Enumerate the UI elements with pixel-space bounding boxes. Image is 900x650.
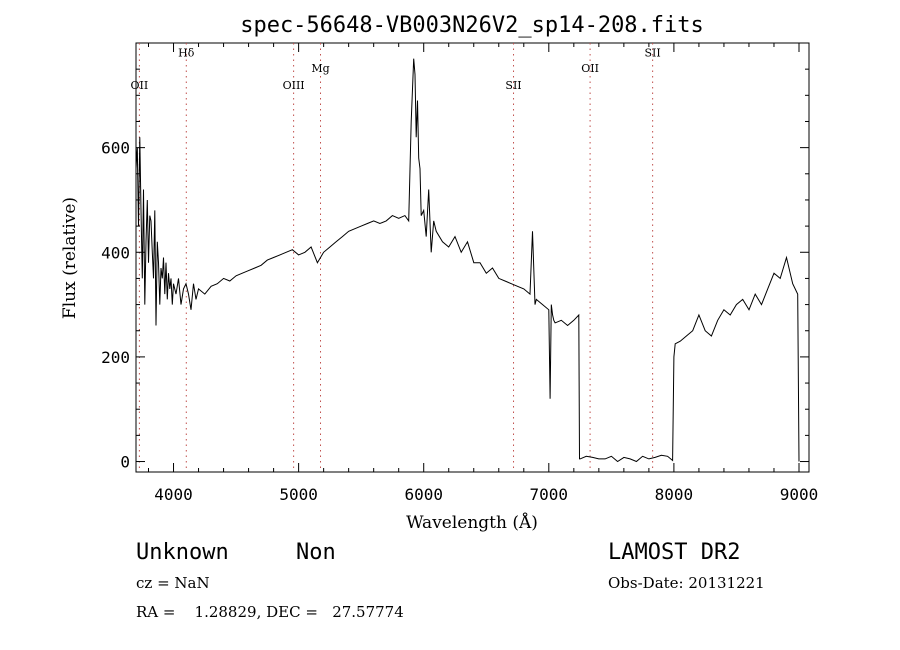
survey-name: LAMOST DR2 (608, 540, 741, 565)
object-subclass: Non (296, 540, 336, 565)
line-marker-label: Mg (311, 62, 329, 75)
plot-frame (135, 42, 810, 473)
object-class: Unknown (136, 540, 229, 565)
line-marker-label: OII (131, 79, 149, 92)
x-axis: 4000 5000 6000 7000 8000 9000 (148, 43, 819, 504)
y-tick-label: 200 (101, 348, 130, 367)
x-axis-label: Wavelength (Å) (406, 512, 538, 533)
x-tick-label: 9000 (780, 485, 819, 504)
x-tick-label: 8000 (655, 485, 694, 504)
spectrum-line (135, 58, 800, 463)
cz-value: cz = NaN (136, 574, 210, 592)
y-tick-label: 600 (101, 139, 130, 158)
x-tick-label: 7000 (530, 485, 569, 504)
y-axis-label: Flux (relative) (60, 197, 80, 319)
spectral-line-markers: OII Hδ OIII Mg SII OII SII (131, 43, 661, 472)
x-tick-label: 4000 (154, 485, 193, 504)
x-tick-label: 6000 (404, 485, 443, 504)
line-marker-label: OII (581, 62, 599, 75)
line-marker-label: OIII (283, 79, 305, 92)
line-marker-label: Hδ (178, 47, 195, 60)
line-marker-label: SII (505, 79, 521, 92)
y-tick-label: 400 (101, 243, 130, 262)
line-marker-label: SII (645, 47, 661, 60)
y-axis: 0 200 400 600 (101, 68, 809, 472)
obs-date: Obs-Date: 20131221 (608, 574, 765, 592)
x-tick-label: 5000 (279, 485, 318, 504)
ra-dec: RA = 1.28829, DEC = 27.57774 (136, 603, 404, 621)
chart-title: spec-56648-VB003N26V2_sp14-208.fits (240, 13, 704, 38)
y-tick-label: 0 (120, 453, 130, 472)
